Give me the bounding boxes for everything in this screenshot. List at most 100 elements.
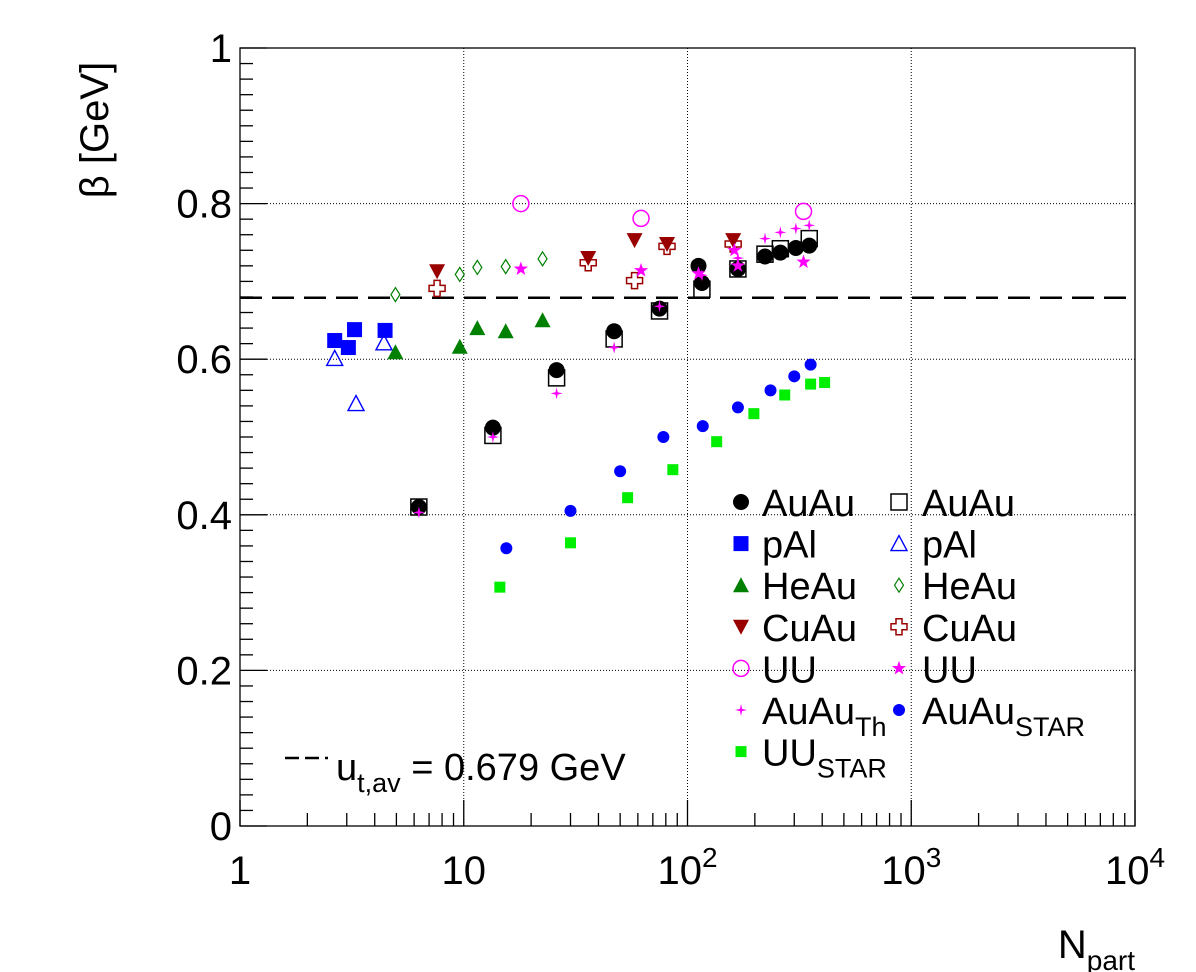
legend-label-main: UU	[762, 733, 817, 775]
legend-label-main: UU	[762, 649, 817, 691]
data-point	[565, 537, 577, 549]
data-point	[727, 242, 742, 257]
data-points	[325, 194, 831, 593]
data-point	[764, 384, 777, 397]
data-point	[622, 492, 634, 504]
data-point	[500, 542, 513, 555]
legend-label: pAl	[922, 525, 977, 567]
data-point	[486, 431, 499, 443]
data-point	[484, 426, 502, 445]
series-1	[410, 229, 818, 516]
data-point	[387, 344, 404, 360]
x-axis-label: Npart	[1058, 923, 1135, 972]
x-tick-label-base: 1	[229, 849, 251, 893]
legend-entry: UUSTAR	[735, 733, 887, 784]
x-tick-label: 10	[442, 849, 487, 893]
data-point	[731, 252, 744, 265]
data-point	[537, 250, 548, 267]
legend-entry: pAl	[889, 525, 977, 567]
data-point	[500, 258, 511, 275]
data-point	[772, 244, 789, 261]
x-tick-label: 1	[229, 849, 251, 893]
legend-label-main: AuAu	[762, 483, 855, 525]
legend-label-sub: STAR	[817, 754, 887, 784]
data-point	[732, 659, 750, 678]
axis-ticks	[239, 47, 1136, 827]
data-point	[513, 261, 528, 275]
legend-entry: AuAuSTAR	[893, 691, 1085, 742]
data-point	[731, 401, 744, 414]
data-point	[412, 506, 425, 519]
legend-label-sub: Th	[855, 712, 887, 742]
data-point	[667, 464, 679, 476]
data-point	[735, 704, 747, 716]
x-tick-label: 104	[1105, 842, 1165, 893]
series-5	[390, 250, 548, 303]
data-point	[805, 378, 817, 390]
data-point	[454, 266, 465, 283]
data-point	[730, 258, 745, 272]
legend-entry: AuAu	[890, 483, 1015, 525]
data-point	[608, 341, 621, 354]
y-tick-label: 0.2	[176, 649, 232, 693]
data-point	[346, 394, 366, 412]
data-point	[325, 348, 344, 367]
legend-entry: AuAuTh	[735, 691, 886, 742]
legend-label-sub: STAR	[1015, 712, 1085, 742]
data-point	[774, 226, 787, 239]
data-point	[696, 420, 709, 433]
data-point	[547, 369, 566, 387]
legend-label: AuAu	[922, 483, 1015, 525]
series-8	[512, 194, 813, 228]
data-point	[801, 237, 818, 254]
series-4	[387, 312, 551, 360]
series-12	[494, 377, 831, 593]
data-point	[889, 534, 909, 552]
legend-label: AuAuTh	[762, 691, 886, 742]
reference-line-label-rest: = 0.679 GeV	[401, 747, 627, 789]
data-point	[804, 358, 817, 371]
data-point	[512, 194, 530, 213]
y-tick-label: 0	[210, 805, 232, 849]
data-point	[579, 253, 597, 272]
data-point	[633, 263, 649, 277]
y-tick-label: 1	[210, 27, 232, 71]
legend-label: CuAu	[922, 608, 1017, 650]
data-point	[779, 389, 791, 401]
y-tick-label: 0.4	[176, 494, 232, 538]
data-point	[327, 333, 343, 349]
data-point	[890, 493, 908, 511]
legend-label: CuAu	[762, 608, 857, 650]
data-point	[771, 239, 790, 258]
data-point	[733, 619, 749, 635]
legend-label-main: AuAu	[922, 691, 1015, 733]
legend-entry: UU	[732, 649, 817, 691]
reference-line-legend: ut,av = 0.679 GeV	[285, 747, 626, 798]
data-point	[632, 209, 650, 228]
x-axis-label-main: N	[1058, 923, 1087, 967]
data-point	[789, 222, 802, 235]
data-point	[693, 280, 711, 298]
data-point	[580, 251, 597, 267]
reference-line-legend-label: ut,av = 0.679 GeV	[336, 747, 626, 798]
data-point	[748, 408, 760, 420]
x-tick-label: 103	[881, 842, 941, 893]
data-point	[756, 248, 773, 265]
legend-label-main: HeAu	[922, 566, 1017, 608]
data-point	[759, 232, 771, 245]
grid-lines	[240, 48, 1135, 826]
data-point	[657, 431, 670, 443]
data-point	[374, 333, 394, 351]
legend-entry: UU	[891, 649, 977, 691]
data-point	[497, 323, 514, 339]
x-tick-label-exponent: 3	[926, 842, 942, 873]
legend-label: UUSTAR	[762, 733, 887, 784]
data-point	[735, 746, 747, 758]
data-point	[893, 577, 905, 594]
legend-label: UU	[762, 649, 817, 691]
data-point	[658, 237, 676, 256]
data-point	[428, 279, 446, 298]
data-point	[725, 233, 742, 249]
